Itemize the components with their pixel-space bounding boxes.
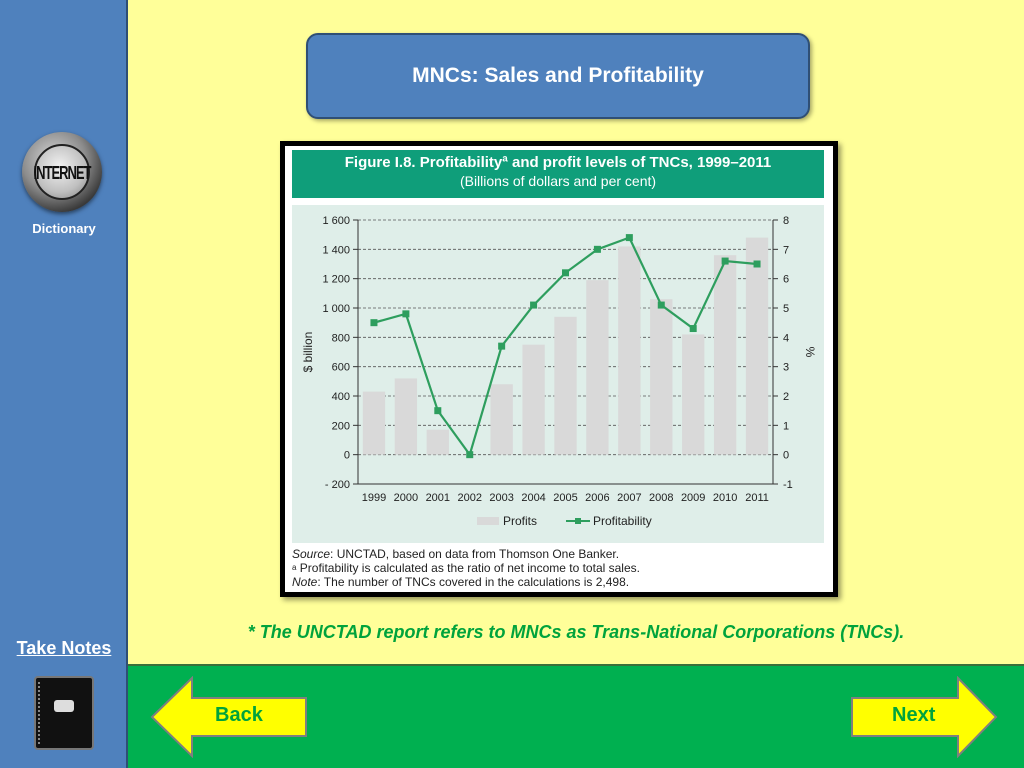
legend-profits-label: Profits xyxy=(503,514,537,528)
figure-source: Source: UNCTAD, based on data from Thoms… xyxy=(292,547,824,561)
figure-note: Note: The number of TNCs covered in the … xyxy=(292,575,824,589)
bar xyxy=(490,384,513,455)
y2-tick-label: 1 xyxy=(783,420,789,432)
notebook-spine xyxy=(38,682,43,744)
x-tick-label: 1999 xyxy=(362,492,386,504)
source-label: Source xyxy=(292,547,331,561)
figure-title: Figure I.8. Profitabilityª and profit le… xyxy=(344,154,772,171)
y-axis-label: $ billion xyxy=(301,332,315,373)
y-tick-label: 1 000 xyxy=(322,303,350,315)
chart: - 200 0 200 400 600 800 1 000 1 200 1 400 1 600 -1… xyxy=(301,215,817,528)
sidebar: INTERNET Dictionary Take Notes xyxy=(0,0,128,768)
x-tick-label: 2001 xyxy=(426,492,450,504)
bar xyxy=(426,429,449,455)
slide-footnote: * The UNCTAD report refers to MNCs as Tr… xyxy=(247,622,905,642)
take-notes-link[interactable]: Take Notes xyxy=(16,638,112,658)
profitability-point xyxy=(562,269,569,277)
chart-panel: - 200 0 200 400 600 800 1 000 1 200 1 400 1 600 -1… xyxy=(292,205,824,543)
x-tick-label: 2007 xyxy=(617,492,641,504)
x-tick-label: 2002 xyxy=(457,492,481,504)
next-arrow-icon xyxy=(851,675,998,759)
figure-header: Figure I.8. Profitabilityª and profit le… xyxy=(292,150,824,198)
internet-icon-face: INTERNET xyxy=(33,144,92,200)
x-tick-label: 2010 xyxy=(713,492,737,504)
y-tick-label: 400 xyxy=(332,391,350,403)
profitability-point xyxy=(753,260,761,268)
y2-tick-label: 0 xyxy=(783,450,789,462)
internet-icon[interactable]: INTERNET xyxy=(22,132,102,212)
profitability-point xyxy=(402,310,410,318)
dictionary-label[interactable]: Dictionary xyxy=(32,221,96,236)
bar xyxy=(586,280,609,455)
bar xyxy=(522,344,545,455)
bar xyxy=(745,237,769,455)
y2-tick-label: 2 xyxy=(783,391,789,403)
back-label: Back xyxy=(215,704,263,726)
legend-profitability-label: Profitability xyxy=(593,514,652,528)
bar xyxy=(650,299,673,455)
y2-tick-label: 8 xyxy=(783,215,789,227)
x-tick-label: 2004 xyxy=(521,492,545,504)
profitability-point xyxy=(498,342,506,350)
figure-notes: Source: UNCTAD, based on data from Thoms… xyxy=(292,547,824,589)
bar xyxy=(618,246,641,455)
notebook-tab xyxy=(54,700,74,712)
figure-footnote: a Profitability is calculated as the rat… xyxy=(292,561,824,575)
y-tick-label: 1 400 xyxy=(322,244,350,256)
x-tick-label: 2011 xyxy=(745,492,769,504)
y-tick-label: - 200 xyxy=(325,479,350,491)
y-tick-label: 200 xyxy=(332,420,350,432)
y-tick-label: 1 200 xyxy=(322,274,350,286)
notebook-icon[interactable] xyxy=(34,676,94,750)
y2-axis-label: % xyxy=(803,347,817,358)
profitability-point xyxy=(721,257,729,265)
bar xyxy=(362,391,386,455)
x-tick-label: 2006 xyxy=(585,492,609,504)
y-tick-label: 600 xyxy=(332,362,350,374)
note-text: : The number of TNCs covered in the calc… xyxy=(317,575,630,589)
bar xyxy=(682,334,705,455)
profitability-point xyxy=(689,325,697,333)
back-button[interactable]: Back xyxy=(150,675,310,759)
y2-tick-label: 6 xyxy=(783,274,789,286)
bar xyxy=(713,255,737,455)
y-tick-label: 1 600 xyxy=(322,215,350,227)
profitability-point xyxy=(657,301,665,309)
y2-tick-label: 7 xyxy=(783,244,789,256)
x-tick-label: 2009 xyxy=(681,492,705,504)
bar xyxy=(554,316,577,455)
footnote-mark: a xyxy=(292,563,297,572)
legend-profits-swatch xyxy=(477,517,499,525)
y2-tick-label: 5 xyxy=(783,303,789,315)
y-tick-label: 0 xyxy=(344,450,350,462)
footnote-text: Profitability is calculated as the ratio… xyxy=(296,561,640,575)
y2-tick-label: 4 xyxy=(783,332,789,344)
profitability-point xyxy=(593,245,601,253)
profitability-point xyxy=(370,319,378,327)
x-tick-label: 2000 xyxy=(394,492,418,504)
legend-profitability-marker xyxy=(575,518,581,524)
source-text: : UNCTAD, based on data from Thomson One… xyxy=(330,547,620,561)
profitability-point xyxy=(625,234,633,242)
navigation-bar: Back Next xyxy=(128,664,1024,768)
bar xyxy=(394,378,418,455)
next-label: Next xyxy=(892,704,936,726)
profitability-point xyxy=(434,407,442,415)
figure-subtitle: (Billions of dollars and per cent) xyxy=(459,173,657,189)
profitability-point xyxy=(466,451,474,459)
figure-frame: Figure I.8. Profitabilityª and profit le… xyxy=(280,141,838,597)
y-tick-label: 800 xyxy=(332,332,350,344)
y2-tick-label: -1 xyxy=(783,479,793,491)
slide-title: MNCs: Sales and Profitability xyxy=(306,33,810,119)
back-arrow-icon xyxy=(150,675,307,759)
profitability-point xyxy=(530,301,538,309)
x-tick-label: 2003 xyxy=(489,492,513,504)
x-tick-label: 2005 xyxy=(553,492,577,504)
next-button[interactable]: Next xyxy=(850,675,1000,759)
y2-tick-label: 3 xyxy=(783,362,789,374)
x-tick-label: 2008 xyxy=(649,492,673,504)
internet-icon-text: INTERNET xyxy=(33,161,92,183)
note-label: Note xyxy=(292,575,318,589)
